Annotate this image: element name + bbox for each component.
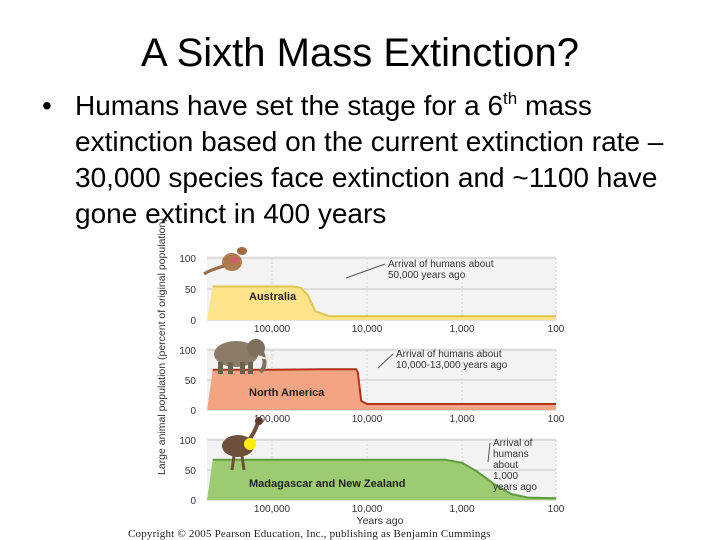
- bullet-text-start: Humans have set the stage for a 6: [75, 90, 504, 121]
- mammoth-leg: [218, 362, 223, 374]
- mammoth-icon: [214, 339, 275, 374]
- bullet-text: Humans have set the stage for a 6th mass…: [75, 88, 705, 232]
- y-tick-label: 50: [185, 466, 197, 477]
- y-axis-label: Large animal population (percent of orig…: [156, 218, 168, 475]
- arrival-annotation: 1,000: [493, 471, 518, 482]
- y-tick-label: 50: [185, 376, 197, 387]
- moa-egg: [244, 438, 256, 450]
- arrival-annotation: 10,000-13,000 years ago: [396, 360, 508, 371]
- region-label: Australia: [249, 291, 297, 303]
- y-tick-label: 50: [185, 285, 197, 296]
- moa-leg: [230, 455, 236, 471]
- mammoth-body: [214, 341, 258, 367]
- moa-head: [255, 417, 263, 425]
- x-tick-label: 100: [548, 504, 565, 515]
- kangaroo-icon: [203, 247, 247, 276]
- arrival-annotation: humans: [493, 449, 529, 460]
- y-tick-label: 100: [179, 436, 196, 447]
- kangaroo-body: [222, 253, 242, 271]
- x-tick-label: 1,000: [449, 324, 474, 335]
- arrival-annotation: Arrival of humans about: [388, 259, 494, 270]
- chart-panel-2: 0 50 100 100,000 10,000 1,000 100 Madagascar an…: [179, 417, 565, 515]
- x-tick-label: 100: [548, 324, 565, 335]
- annotation-leader-line: [487, 442, 491, 463]
- series-line: [212, 458, 557, 500]
- moa-icon: [222, 417, 263, 471]
- x-tick-label: 100,000: [254, 504, 291, 515]
- area-fill: [207, 459, 556, 500]
- x-tick-label: 100,000: [254, 414, 291, 425]
- mammoth-leg: [240, 362, 245, 374]
- y-tick-label: 0: [190, 406, 196, 417]
- mammoth-tusk: [257, 353, 275, 360]
- mammoth-head: [247, 339, 265, 357]
- series-line: [212, 285, 556, 318]
- copyright-notice: Copyright © 2005 Pearson Education, Inc.…: [128, 528, 491, 540]
- mammoth-trunk: [258, 351, 267, 374]
- x-tick-label: 10,000: [352, 324, 383, 335]
- arrival-annotation: years ago: [493, 482, 537, 493]
- mammoth-leg: [248, 362, 253, 374]
- x-tick-label: 1,000: [449, 504, 474, 515]
- x-tick-label: 10,000: [352, 504, 383, 515]
- annotation-leader-line: [377, 353, 394, 369]
- x-axis-label: Years ago: [357, 515, 404, 527]
- x-tick-label: 100,000: [254, 324, 291, 335]
- mammoth-leg: [228, 362, 233, 374]
- region-label: North America: [249, 387, 325, 399]
- slide-title: A Sixth Mass Extinction?: [141, 31, 579, 75]
- y-tick-label: 100: [179, 346, 196, 357]
- chart-panel-1: 0 50 100 100,000 10,000 1,000 100 North America…: [179, 339, 565, 425]
- annotation-leader-line: [345, 263, 386, 279]
- arrival-annotation: Arrival of: [493, 438, 533, 449]
- arrival-annotation: about: [493, 460, 518, 471]
- kangaroo-head: [237, 247, 247, 255]
- bullet-dot: •: [42, 90, 52, 121]
- kangaroo-joey: [232, 257, 238, 263]
- area-fill: [207, 286, 556, 320]
- arrival-annotation: 50,000 years ago: [388, 270, 466, 281]
- arrival-annotation: Arrival of humans about: [396, 349, 502, 360]
- moa-leg: [240, 455, 246, 471]
- area-fill: [207, 369, 556, 410]
- y-tick-label: 0: [190, 496, 196, 507]
- y-tick-label: 100: [179, 254, 196, 265]
- series-line: [212, 368, 556, 405]
- x-tick-label: 1,000: [449, 414, 474, 425]
- kangaroo-tail: [203, 264, 225, 276]
- x-tick-label: 100: [548, 414, 565, 425]
- x-tick-label: 10,000: [352, 414, 383, 425]
- chart-panel-0: 0 50 100 100,000 10,000 1,000 100 Australia Arri…: [179, 247, 565, 335]
- region-label: Madagascar and New Zealand: [249, 478, 406, 490]
- bullet-superscript: th: [503, 89, 518, 108]
- y-tick-label: 0: [190, 316, 196, 327]
- bullet-text-rest: mass extinction based on the current ext…: [75, 90, 664, 229]
